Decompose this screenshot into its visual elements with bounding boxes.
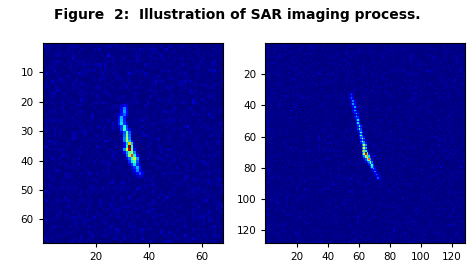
Text: Figure  2:  Illustration of SAR imaging process.: Figure 2: Illustration of SAR imaging pr… [54, 8, 420, 22]
